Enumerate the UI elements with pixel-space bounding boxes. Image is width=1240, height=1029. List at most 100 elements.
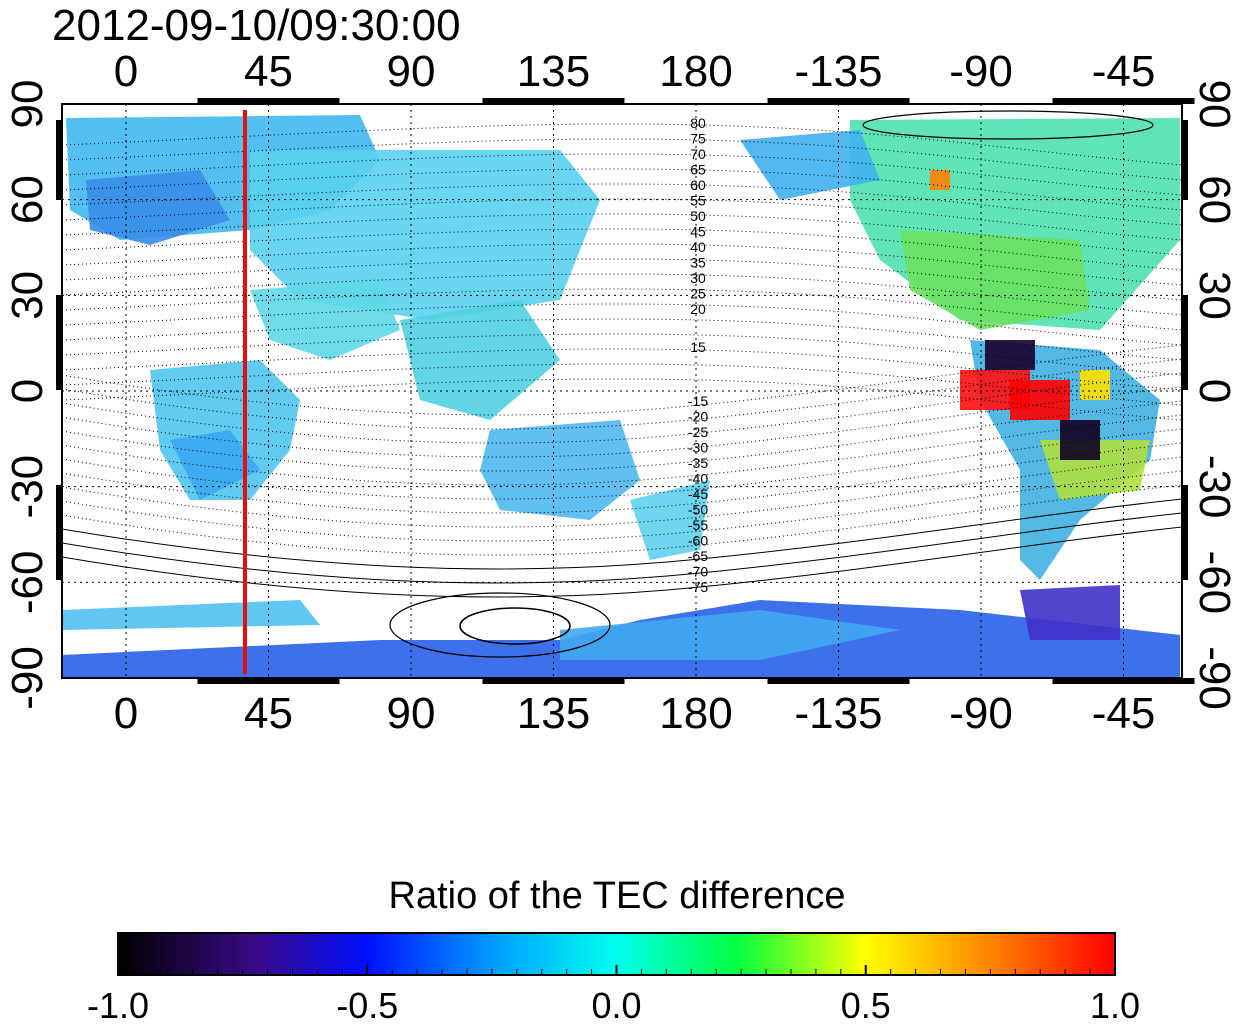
contour-label: 20 — [690, 301, 706, 317]
latitude-tick-label: 90 — [1190, 80, 1239, 129]
colorbar-title: Ratio of the TEC difference — [389, 875, 846, 917]
latitude-tick-label: -30 — [3, 455, 52, 519]
contour-label: 70 — [690, 146, 706, 162]
tec-anomaly-patch — [1010, 380, 1070, 420]
tec-data-region — [1020, 585, 1120, 640]
latitude-tick-label: -60 — [3, 551, 52, 615]
latitude-tick-label: -90 — [3, 646, 52, 710]
lon-tick-bar-bottom — [197, 678, 340, 684]
contour-label: -55 — [688, 517, 708, 533]
tec-anomaly-patch — [1060, 420, 1100, 460]
longitude-tick-label: 180 — [659, 47, 732, 96]
contour-label: 35 — [690, 255, 706, 271]
contour-label: -20 — [688, 409, 708, 425]
contour-line — [62, 498, 1182, 570]
latitude-tick-label: -30 — [1190, 455, 1239, 519]
latitude-tick-label: -60 — [1190, 551, 1239, 615]
contour-line — [62, 512, 1182, 584]
contour-line — [62, 484, 1182, 556]
contour-label: 15 — [690, 339, 706, 355]
contour-line — [62, 344, 1182, 416]
contour-label: -50 — [688, 502, 708, 518]
lat-tick-bar-left — [56, 120, 62, 200]
axis-tick-bars — [56, 98, 1195, 684]
lon-tick-bar-bottom — [767, 678, 910, 684]
latitude-axis-left: 90 60 30 0 -30 -60 -90 — [3, 80, 52, 710]
contour-closed — [862, 110, 1154, 140]
contour-label: 30 — [690, 270, 706, 286]
tec-anomaly-patch — [985, 340, 1035, 370]
longitude-tick-label: -135 — [794, 689, 882, 738]
contour-closed — [459, 607, 571, 645]
contour-line — [62, 400, 1182, 472]
colorbar-tick-label: -0.5 — [336, 985, 398, 1024]
longitude-tick-label: 180 — [659, 689, 732, 738]
contour-label: -15 — [688, 393, 708, 409]
latitude-tick-label: 0 — [1190, 379, 1239, 403]
contour-line — [62, 414, 1182, 486]
contour-line — [62, 428, 1182, 500]
lon-tick-bar-top — [767, 98, 910, 104]
lat-tick-bar-right — [1182, 295, 1188, 390]
lon-tick-bar-bottom — [1052, 678, 1195, 684]
colorbar-tick-label: 0.0 — [591, 985, 641, 1024]
contour-label: -45 — [688, 486, 708, 502]
lat-tick-bar-left — [56, 295, 62, 390]
latitude-axis-right: 90 60 30 0 -30 -60 -90 — [1190, 80, 1239, 710]
colorbar-tick-label: 0.5 — [841, 985, 891, 1024]
lat-tick-bar-right — [1182, 120, 1188, 200]
tec-data-region — [250, 280, 400, 360]
latitude-tick-label: 60 — [1190, 175, 1239, 224]
contour-closed — [389, 592, 611, 658]
longitude-tick-label: 90 — [387, 689, 436, 738]
longitude-tick-label: 135 — [517, 47, 590, 96]
contour-label: 60 — [690, 177, 706, 193]
tec-data-region — [740, 130, 880, 200]
tec-data-region — [250, 150, 600, 320]
contour-label: 65 — [690, 162, 706, 178]
contour-line — [62, 442, 1182, 514]
longitude-tick-label: -90 — [949, 689, 1013, 738]
contour-label: 40 — [690, 239, 706, 255]
contour-label: 75 — [690, 131, 706, 147]
tec-data-region — [170, 430, 260, 500]
longitude-tick-label: -45 — [1092, 47, 1156, 96]
tec-data-region — [630, 480, 710, 560]
contour-line — [62, 358, 1182, 430]
contour-label: -40 — [688, 471, 708, 487]
tec-data-region — [86, 170, 230, 245]
longitude-axis-top: 0 45 90 135 180 -135 -90 -45 — [114, 47, 1156, 96]
longitude-axis-bottom: 0 45 90 135 180 -135 -90 -45 — [114, 689, 1156, 738]
contour-label: -75 — [688, 579, 708, 595]
longitude-tick-label: -135 — [794, 47, 882, 96]
contour-line — [62, 372, 1182, 444]
contour-label: 45 — [690, 224, 706, 240]
longitude-tick-label: 90 — [387, 47, 436, 96]
timestamp-title: 2012-09-10/09:30:00 — [52, 1, 461, 50]
lon-tick-bar-top — [482, 98, 625, 104]
longitude-tick-label: 0 — [114, 47, 138, 96]
contour-line — [62, 456, 1182, 528]
contour-line — [62, 470, 1182, 542]
colorbar-tick-label: 1.0 — [1090, 985, 1140, 1024]
longitude-tick-label: 45 — [244, 47, 293, 96]
longitude-tick-label: 0 — [114, 689, 138, 738]
contour-label: 55 — [690, 193, 706, 209]
latitude-tick-label: 30 — [1190, 271, 1239, 320]
longitude-tick-label: -90 — [949, 47, 1013, 96]
tec-data-region — [400, 300, 560, 420]
lon-tick-bar-top — [1052, 98, 1195, 104]
contour-label: -25 — [688, 424, 708, 440]
latitude-tick-label: 90 — [3, 80, 52, 129]
colorbar-tick-label: -1.0 — [87, 985, 149, 1024]
contour-label: -60 — [688, 533, 708, 549]
contour-line — [62, 386, 1182, 458]
tec-data-region — [560, 610, 900, 660]
contour-line — [62, 526, 1182, 598]
tec-data-region — [900, 230, 1090, 330]
tec-ratio-land-layer — [62, 115, 1180, 678]
lon-tick-bar-top — [197, 98, 340, 104]
